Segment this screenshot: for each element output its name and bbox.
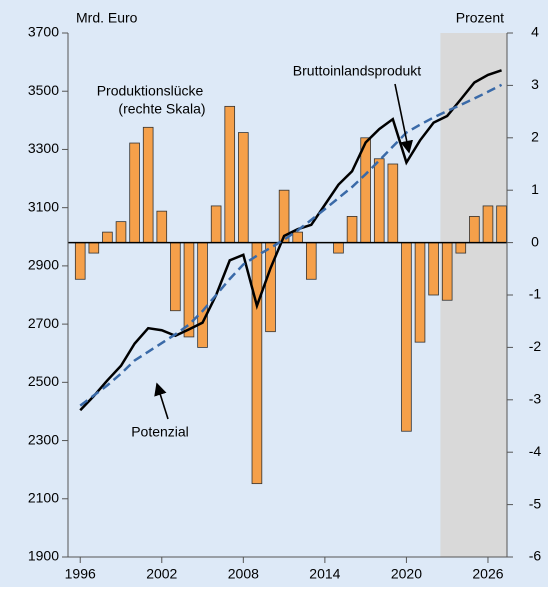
y-tick-label: 2500: [28, 373, 59, 389]
y-tick-label: 3700: [28, 24, 59, 40]
y-tick-label: 3100: [28, 198, 59, 214]
bar: [74, 242, 86, 280]
x-tick-label: 1996: [65, 566, 96, 582]
bar: [346, 215, 358, 243]
line: [79, 83, 503, 407]
bar: [387, 163, 399, 243]
y2-tick-label: -6: [529, 548, 542, 564]
x-tick-label: 2014: [309, 566, 340, 582]
y2-tick-label: -3: [529, 391, 542, 407]
annotation-arrow: [394, 83, 414, 154]
bar: [102, 231, 113, 243]
y2-tick-label: -5: [529, 495, 542, 511]
bar: [210, 205, 222, 243]
bar: [156, 210, 168, 244]
bar: [373, 158, 385, 243]
x-tick-label: 2020: [391, 566, 422, 582]
y-tick-label: 1900: [28, 548, 59, 564]
y2-tick-label: 0: [531, 233, 539, 249]
bar: [183, 242, 195, 338]
y-axis-label: Mrd. Euro: [76, 10, 138, 26]
bar: [115, 221, 127, 243]
annotation: Potenzial: [131, 424, 189, 440]
y-tick-label: 2100: [28, 489, 59, 505]
bar: [170, 242, 181, 312]
bar: [401, 242, 412, 432]
bar: [428, 242, 439, 296]
y2-tick-label: -1: [529, 286, 542, 302]
bar: [455, 242, 467, 254]
bar: [238, 132, 249, 243]
y-tick-label: 2300: [28, 431, 59, 447]
y2-tick-label: 2: [531, 129, 539, 145]
y2-axis-label: Prozent: [456, 10, 504, 26]
annotation-arrow: [154, 382, 169, 420]
y-tick-label: 2700: [28, 315, 59, 331]
y2-tick-label: 4: [531, 24, 539, 40]
bar: [469, 215, 480, 243]
bar: [129, 142, 140, 243]
annotation: Bruttoinlandsprodukt: [293, 63, 422, 79]
y2-tick-label: 3: [531, 76, 539, 92]
y2-tick-label: -2: [529, 338, 542, 354]
bar: [482, 205, 494, 243]
annotation: Produktionslücke: [97, 83, 204, 99]
bar: [251, 242, 263, 485]
x-tick-label: 2026: [472, 566, 503, 582]
bar: [265, 242, 276, 333]
y2-tick-label: -4: [529, 443, 542, 459]
bar: [360, 137, 371, 244]
bar: [142, 126, 154, 243]
bar: [333, 242, 344, 254]
y2-tick-label: 1: [531, 181, 539, 197]
bar: [496, 205, 507, 243]
annotation: (rechte Skala): [118, 101, 205, 117]
bar: [441, 242, 453, 301]
x-tick-label: 2002: [146, 566, 177, 582]
bar: [88, 242, 100, 254]
bar: [414, 242, 426, 343]
bar: [197, 242, 208, 348]
bar: [292, 231, 303, 243]
line: [79, 69, 502, 412]
y-tick-label: 3500: [28, 82, 59, 98]
bar: [305, 242, 317, 280]
y-tick-label: 3300: [28, 140, 59, 156]
y-tick-label: 2900: [28, 257, 59, 273]
bar: [224, 105, 236, 244]
x-tick-label: 2008: [228, 566, 259, 582]
